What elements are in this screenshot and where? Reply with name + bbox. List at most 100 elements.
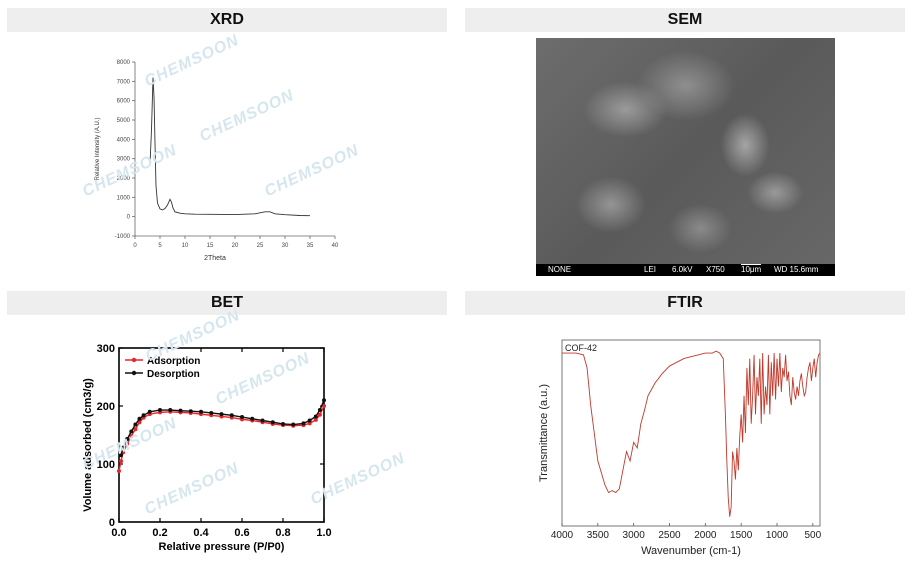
ftir-x-tick-label: 1000	[766, 530, 789, 541]
xrd-x-tick-label: 20	[232, 243, 239, 249]
bet-data-point	[270, 420, 275, 425]
bet-data-point	[147, 409, 152, 414]
ftir-x-tick-label: 4000	[551, 530, 574, 541]
sem-panel-title: SEM	[465, 8, 905, 32]
bet-data-point	[317, 408, 322, 413]
bet-data-point	[281, 421, 285, 426]
bet-chart: 0.0 0.2 0.4 0.6 0.8 1.0 0 100 200 300 Relative pre…	[82, 343, 332, 553]
bet-data-point	[291, 422, 296, 427]
bet-data-point	[119, 459, 124, 464]
xrd-y-tick-label: 4000	[117, 137, 131, 143]
ftir-x-tick-label: 3500	[587, 530, 610, 541]
sem-info-bar: NONE LEI 6.0kV X750 10μm WD 15.6mm	[536, 264, 835, 276]
bet-data-point	[168, 408, 173, 413]
sem-info-voltage: 6.0kV	[672, 265, 693, 274]
bet-plot-frame	[118, 347, 325, 523]
bet-data-point	[121, 445, 126, 450]
bet-y-axis-label: Volume adsorbed (cm3/g)	[82, 378, 94, 512]
bet-data-point	[137, 416, 142, 421]
bet-data-point	[188, 409, 193, 414]
xrd-y-tick-label: 7000	[117, 79, 131, 85]
bet-data-point	[125, 437, 130, 442]
bet-data-point	[129, 429, 134, 434]
bet-x-axis-label: Relative pressure (P/P0)	[159, 541, 285, 553]
sem-info-mag: X750	[706, 265, 725, 274]
bet-x-tick-label: 0.4	[193, 527, 209, 539]
xrd-chart: 0 5 10 15 20 25 30 35 40-10000100020003000400050…	[95, 60, 339, 262]
xrd-y-tick-label: 5000	[117, 118, 131, 124]
bet-x-tick-label: 0.8	[275, 527, 290, 539]
bet-data-point	[133, 422, 138, 427]
bet-data-point	[250, 416, 255, 421]
bet-y-tick-label: 100	[97, 459, 115, 471]
bet-data-point	[307, 421, 312, 426]
bet-data-point	[209, 410, 214, 415]
bet-data-point	[117, 468, 121, 473]
sem-micrograph: NONE LEI 6.0kV X750 10μm WD 15.6mm	[536, 38, 835, 276]
bet-x-tick-label: 0.6	[234, 527, 249, 539]
xrd-x-tick-label: 25	[257, 243, 264, 249]
ftir-series-line	[562, 350, 821, 517]
xrd-y-tick-label: 6000	[117, 99, 131, 105]
bet-data-point	[322, 398, 326, 403]
bet-x-tick-label: 0.0	[111, 527, 126, 539]
bet-y-tick-label: 300	[97, 343, 115, 355]
bet-data-point	[141, 413, 146, 418]
xrd-y-tick-label: 2000	[117, 176, 131, 182]
xrd-x-tick-label: 0	[133, 243, 137, 249]
bet-y-tick-label: 0	[109, 517, 115, 529]
xrd-y-tick-label: 0	[127, 215, 131, 221]
ftir-x-tick-label: 500	[804, 530, 821, 541]
bet-data-point	[229, 413, 234, 418]
xrd-y-tick-label: 1000	[117, 195, 131, 201]
bet-data-point	[158, 408, 162, 413]
xrd-x-tick-label: 35	[307, 243, 314, 249]
bet-data-point	[129, 434, 134, 439]
bet-data-point	[219, 412, 224, 417]
bet-data-point	[178, 408, 183, 413]
bet-x-tick-label: 0.2	[152, 527, 167, 539]
xrd-series-line	[149, 77, 311, 217]
ftir-sample-annotation: COF-42	[565, 343, 597, 353]
ftir-panel-title: FTIR	[465, 291, 905, 315]
bet-legend-label: Desorption	[147, 369, 200, 380]
bet-legend-marker	[131, 357, 137, 363]
ftir-chart: 4000 3500 3000 2500 2000 1500 1000 500 Wavenumbe…	[538, 339, 822, 557]
ftir-x-tick-label: 3000	[623, 530, 646, 541]
xrd-x-tick-label: 40	[332, 243, 339, 249]
bet-data-point	[313, 414, 318, 419]
sem-info-left: NONE	[548, 265, 572, 274]
xrd-x-tick-label: 5	[158, 243, 162, 249]
sem-info-mode: LEI	[644, 265, 657, 274]
xrd-x-axis-label: 2Theta	[204, 255, 226, 262]
bet-legend-label: Adsorption	[147, 356, 200, 367]
ftir-x-tick-label: 2000	[694, 530, 717, 541]
bet-legend-marker	[131, 370, 137, 376]
sem-info-wd: WD 15.6mm	[774, 265, 819, 274]
ftir-plot-frame	[561, 339, 821, 527]
bet-x-tick-label: 1.0	[316, 527, 331, 539]
bet-data-point	[260, 418, 265, 423]
bet-data-point	[119, 453, 124, 458]
bet-data-point	[307, 418, 312, 423]
xrd-y-tick-label: 8000	[117, 60, 131, 66]
ftir-x-tick-label: 2500	[658, 530, 681, 541]
bet-data-point	[199, 409, 203, 414]
bet-data-point	[240, 415, 244, 420]
xrd-x-tick-label: 10	[182, 243, 189, 249]
xrd-panel-title: XRD	[7, 8, 447, 32]
bet-data-point	[301, 421, 306, 426]
bet-y-tick-label: 200	[97, 401, 115, 413]
xrd-y-axis-label: Relative Intensity (A.U.)	[95, 117, 101, 180]
bet-data-point	[313, 417, 318, 422]
bet-series-line	[120, 399, 325, 456]
xrd-x-tick-label: 15	[207, 243, 214, 249]
bet-series-line	[118, 405, 325, 472]
xrd-x-tick-label: 30	[282, 243, 289, 249]
ftir-x-axis-label: Wavenumber (cm-1)	[641, 545, 741, 557]
bet-data-point	[317, 412, 322, 417]
sem-info-scale: 10μm	[741, 264, 762, 274]
ftir-x-tick-label: 1500	[730, 530, 753, 541]
bet-data-point	[322, 404, 326, 408]
ftir-y-axis-label: Transmittance (a.u.)	[538, 384, 550, 482]
